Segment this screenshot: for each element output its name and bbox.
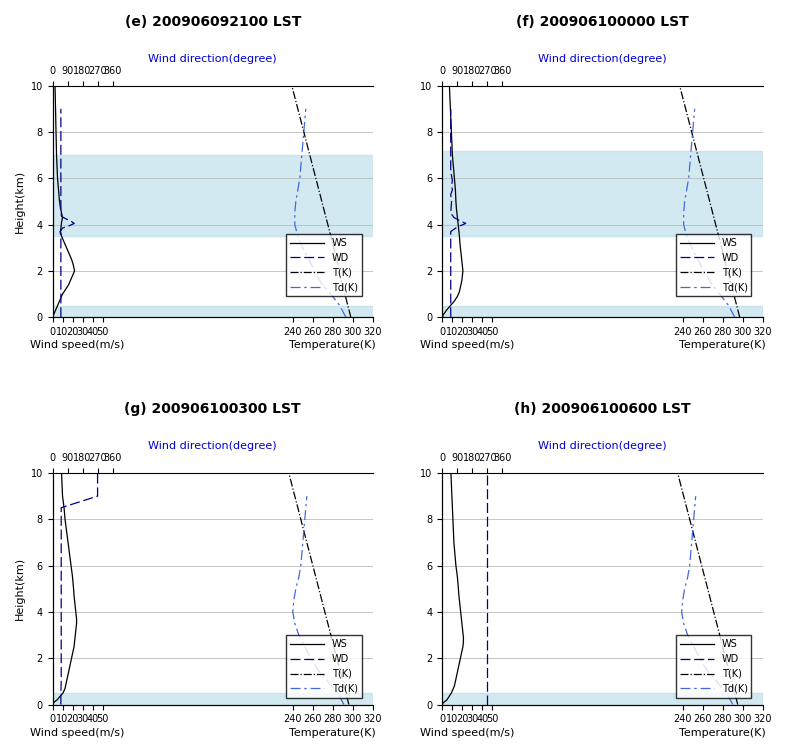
Y-axis label: Height(km): Height(km) <box>15 170 25 233</box>
Bar <box>442 693 763 705</box>
Text: Wind speed(m/s): Wind speed(m/s) <box>31 340 125 350</box>
X-axis label: Wind direction(degree): Wind direction(degree) <box>149 54 277 64</box>
Title: (f) 200906100000 LST: (f) 200906100000 LST <box>516 15 689 29</box>
Text: Temperature(K): Temperature(K) <box>290 340 376 350</box>
Text: Temperature(K): Temperature(K) <box>679 728 766 738</box>
X-axis label: Wind direction(degree): Wind direction(degree) <box>538 54 667 64</box>
Text: Wind speed(m/s): Wind speed(m/s) <box>420 728 515 738</box>
Bar <box>53 693 373 705</box>
Y-axis label: Height(km): Height(km) <box>15 557 25 621</box>
Text: Temperature(K): Temperature(K) <box>679 340 766 350</box>
Text: Temperature(K): Temperature(K) <box>290 728 376 738</box>
Bar <box>53 155 373 236</box>
Text: Wind speed(m/s): Wind speed(m/s) <box>31 728 125 738</box>
Bar <box>442 305 763 318</box>
Legend: WS, WD, T(K), Td(K): WS, WD, T(K), Td(K) <box>286 234 361 296</box>
Title: (h) 200906100600 LST: (h) 200906100600 LST <box>514 402 691 417</box>
X-axis label: Wind direction(degree): Wind direction(degree) <box>149 441 277 451</box>
Bar <box>53 305 373 318</box>
Bar <box>442 150 763 236</box>
Title: (e) 200906092100 LST: (e) 200906092100 LST <box>124 15 301 29</box>
Text: Wind speed(m/s): Wind speed(m/s) <box>420 340 515 350</box>
Legend: WS, WD, T(K), Td(K): WS, WD, T(K), Td(K) <box>286 635 361 698</box>
Legend: WS, WD, T(K), Td(K): WS, WD, T(K), Td(K) <box>676 635 752 698</box>
Legend: WS, WD, T(K), Td(K): WS, WD, T(K), Td(K) <box>676 234 752 296</box>
X-axis label: Wind direction(degree): Wind direction(degree) <box>538 441 667 451</box>
Title: (g) 200906100300 LST: (g) 200906100300 LST <box>124 402 301 417</box>
